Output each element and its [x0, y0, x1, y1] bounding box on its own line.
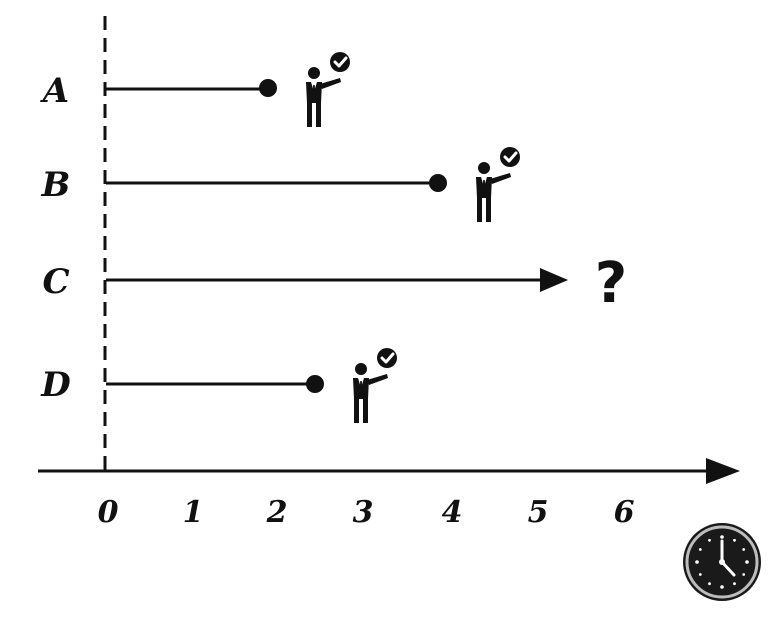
question-mark: ? [595, 251, 627, 316]
clock-icon [683, 523, 761, 601]
person-checkmark-icon [474, 145, 522, 224]
tick-label-1: 1 [183, 495, 204, 530]
person-checkmark-icon [351, 346, 399, 425]
row-end-dot-a [259, 79, 277, 97]
row-label-c: C [42, 262, 69, 302]
row-label-d: D [40, 365, 71, 405]
row-label-b: B [41, 165, 71, 205]
person-checkmark-icon [304, 50, 352, 129]
row-arrowhead-c [540, 268, 568, 292]
row-label-a: A [40, 71, 69, 111]
row-end-dot-b [429, 174, 447, 192]
tick-label-2: 2 [266, 495, 288, 530]
tick-label-5: 5 [528, 495, 549, 530]
tick-label-6: 6 [614, 495, 635, 530]
tick-label-3: 3 [353, 495, 374, 530]
tick-label-4: 4 [442, 495, 463, 530]
tick-label-0: 0 [98, 495, 119, 530]
time-axis-arrowhead [706, 458, 740, 484]
row-end-dot-d [306, 375, 324, 393]
